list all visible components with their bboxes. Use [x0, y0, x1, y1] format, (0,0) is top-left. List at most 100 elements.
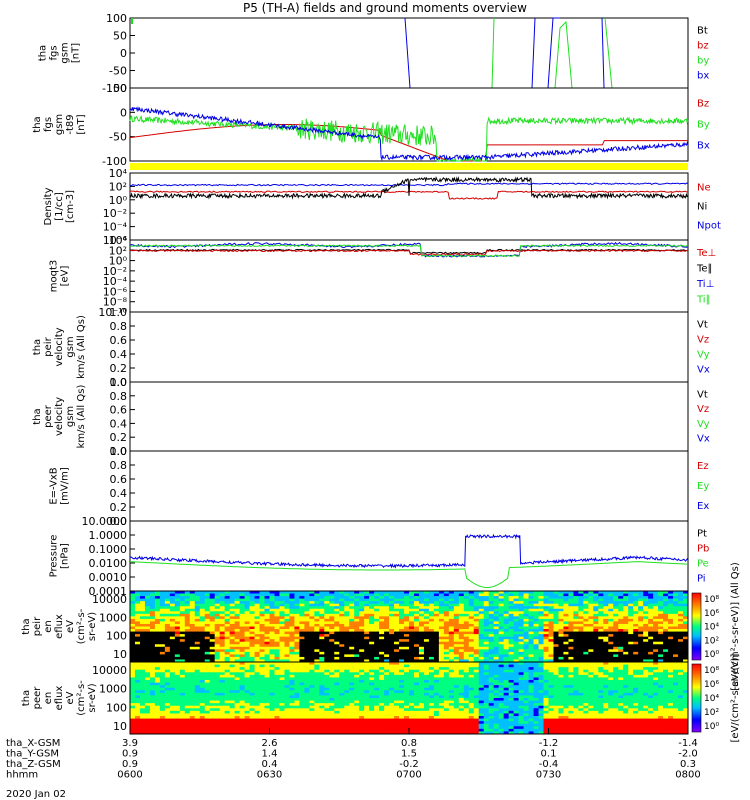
- spectrogram-cell: [394, 626, 400, 630]
- spectrogram-cell: [483, 621, 490, 625]
- spectrogram-cell: [199, 667, 206, 671]
- spectrogram-cell: [244, 598, 250, 602]
- y-tick-label: 0.4: [110, 487, 128, 500]
- spectrogram-cell: [359, 606, 365, 610]
- spectrogram-cell: [384, 726, 390, 730]
- spectrogram-cell: [164, 606, 171, 610]
- spectrogram-cell: [538, 606, 544, 610]
- spectrogram-cell: [139, 613, 146, 617]
- y-tick-label: 10⁻⁴: [103, 275, 128, 288]
- spectrogram-cell: [319, 608, 325, 612]
- spectrogram-cell: [598, 656, 604, 660]
- spectrogram-cell: [174, 672, 181, 676]
- spectrogram-cell: [309, 649, 315, 653]
- spectrogram-cell: [503, 651, 510, 655]
- spectrogram-cell: [613, 656, 619, 660]
- spectrogram-cell: [189, 616, 196, 620]
- spectrogram-cell: [404, 664, 410, 668]
- spectrogram-cell: [309, 603, 315, 607]
- spectrogram-cell: [359, 649, 365, 653]
- spectrogram-cell: [663, 608, 669, 612]
- spectrogram-cell: [289, 716, 295, 719]
- spectrogram-cell: [394, 603, 400, 607]
- spectrogram-cell: [468, 601, 475, 605]
- spectrogram-cell: [244, 623, 250, 627]
- spectrogram-cell: [264, 677, 270, 681]
- spectrogram-cell: [229, 667, 236, 671]
- spectrogram-cell: [369, 603, 375, 607]
- spectrogram-cell: [648, 646, 654, 650]
- spectrogram-cell: [418, 634, 425, 638]
- spectrogram-cell: [244, 669, 250, 673]
- spectrogram-cell: [234, 616, 241, 620]
- spectrogram-cell: [623, 616, 629, 620]
- spectrogram-cell: [239, 672, 245, 676]
- spectrogram-cell: [389, 631, 395, 635]
- spectrogram-cell: [359, 616, 365, 620]
- spectrogram-cell: [254, 728, 260, 732]
- spectrogram-cell: [483, 654, 490, 658]
- spectrogram-cell: [144, 641, 151, 645]
- spectrogram-cell: [159, 708, 166, 712]
- spectrogram-cell: [209, 591, 216, 594]
- spectrogram-cell: [379, 659, 385, 663]
- spectrogram-cell: [144, 721, 151, 725]
- spectrogram-cell: [394, 685, 400, 689]
- legend-entry: Pt: [697, 529, 707, 540]
- spectrogram-cell: [648, 631, 654, 635]
- spectrogram-cell: [394, 662, 400, 665]
- spectrogram-cell: [384, 629, 390, 632]
- legend-entry: Npot: [697, 221, 721, 232]
- legend-entry: Ex: [697, 501, 709, 512]
- spectrogram-cell: [473, 591, 480, 594]
- spectrogram-cell: [618, 596, 624, 600]
- spectrogram-cell: [508, 613, 515, 617]
- spectrogram-cell: [229, 698, 236, 701]
- spectrogram-cell: [344, 629, 350, 632]
- spectrogram-cell: [384, 611, 390, 615]
- spectrogram-cell: [294, 634, 300, 638]
- spectrogram-cell: [349, 618, 355, 622]
- spectrogram-cell: [683, 634, 689, 638]
- spectrogram-cell: [264, 608, 270, 612]
- spectrogram-cell: [289, 723, 295, 727]
- spectrogram-cell: [244, 700, 250, 704]
- y-tick-label: 10⁰: [109, 255, 128, 268]
- spectrogram-cell: [658, 649, 664, 653]
- spectrogram-cell: [578, 616, 584, 620]
- spectrogram-cell: [613, 659, 619, 663]
- spectrogram-cell: [184, 618, 191, 622]
- spectrogram-cell: [249, 611, 255, 615]
- spectrogram-cell: [184, 646, 191, 650]
- spectrogram-cell: [309, 593, 315, 597]
- spectrogram-cell: [339, 593, 345, 597]
- spectrogram-cell: [593, 623, 599, 627]
- spectrogram-cell: [284, 705, 290, 709]
- spectrogram-cell: [438, 641, 445, 645]
- spectrogram-cell: [633, 641, 639, 645]
- spectrogram-cell: [359, 700, 365, 704]
- spectrogram-cell: [413, 626, 420, 630]
- spectrogram-cell: [294, 731, 300, 735]
- spectrogram-cell: [284, 593, 290, 597]
- spectrogram-cell: [369, 598, 375, 602]
- spectrogram-cell: [498, 634, 505, 638]
- spectrogram-cell: [478, 608, 485, 612]
- spectrogram-cell: [154, 731, 161, 735]
- spectrogram-cell: [169, 651, 176, 655]
- spectrogram-cell: [473, 659, 480, 663]
- spectrogram-cell: [508, 601, 515, 605]
- spectrogram-cell: [339, 654, 345, 658]
- spectrogram-cell: [448, 608, 455, 612]
- spectrogram-cell: [304, 623, 310, 627]
- spectrogram-cell: [359, 680, 365, 683]
- spectrogram-cell: [478, 654, 485, 658]
- spectrogram-cell: [364, 596, 370, 600]
- spectrogram-cell: [189, 728, 196, 732]
- spectrogram-cell: [613, 613, 619, 617]
- spectrogram-cell: [184, 728, 191, 732]
- spectrogram-cell: [379, 672, 385, 676]
- spectrogram-cell: [289, 616, 295, 620]
- spectrogram-cell: [274, 682, 280, 686]
- spectrogram-cell: [159, 690, 166, 694]
